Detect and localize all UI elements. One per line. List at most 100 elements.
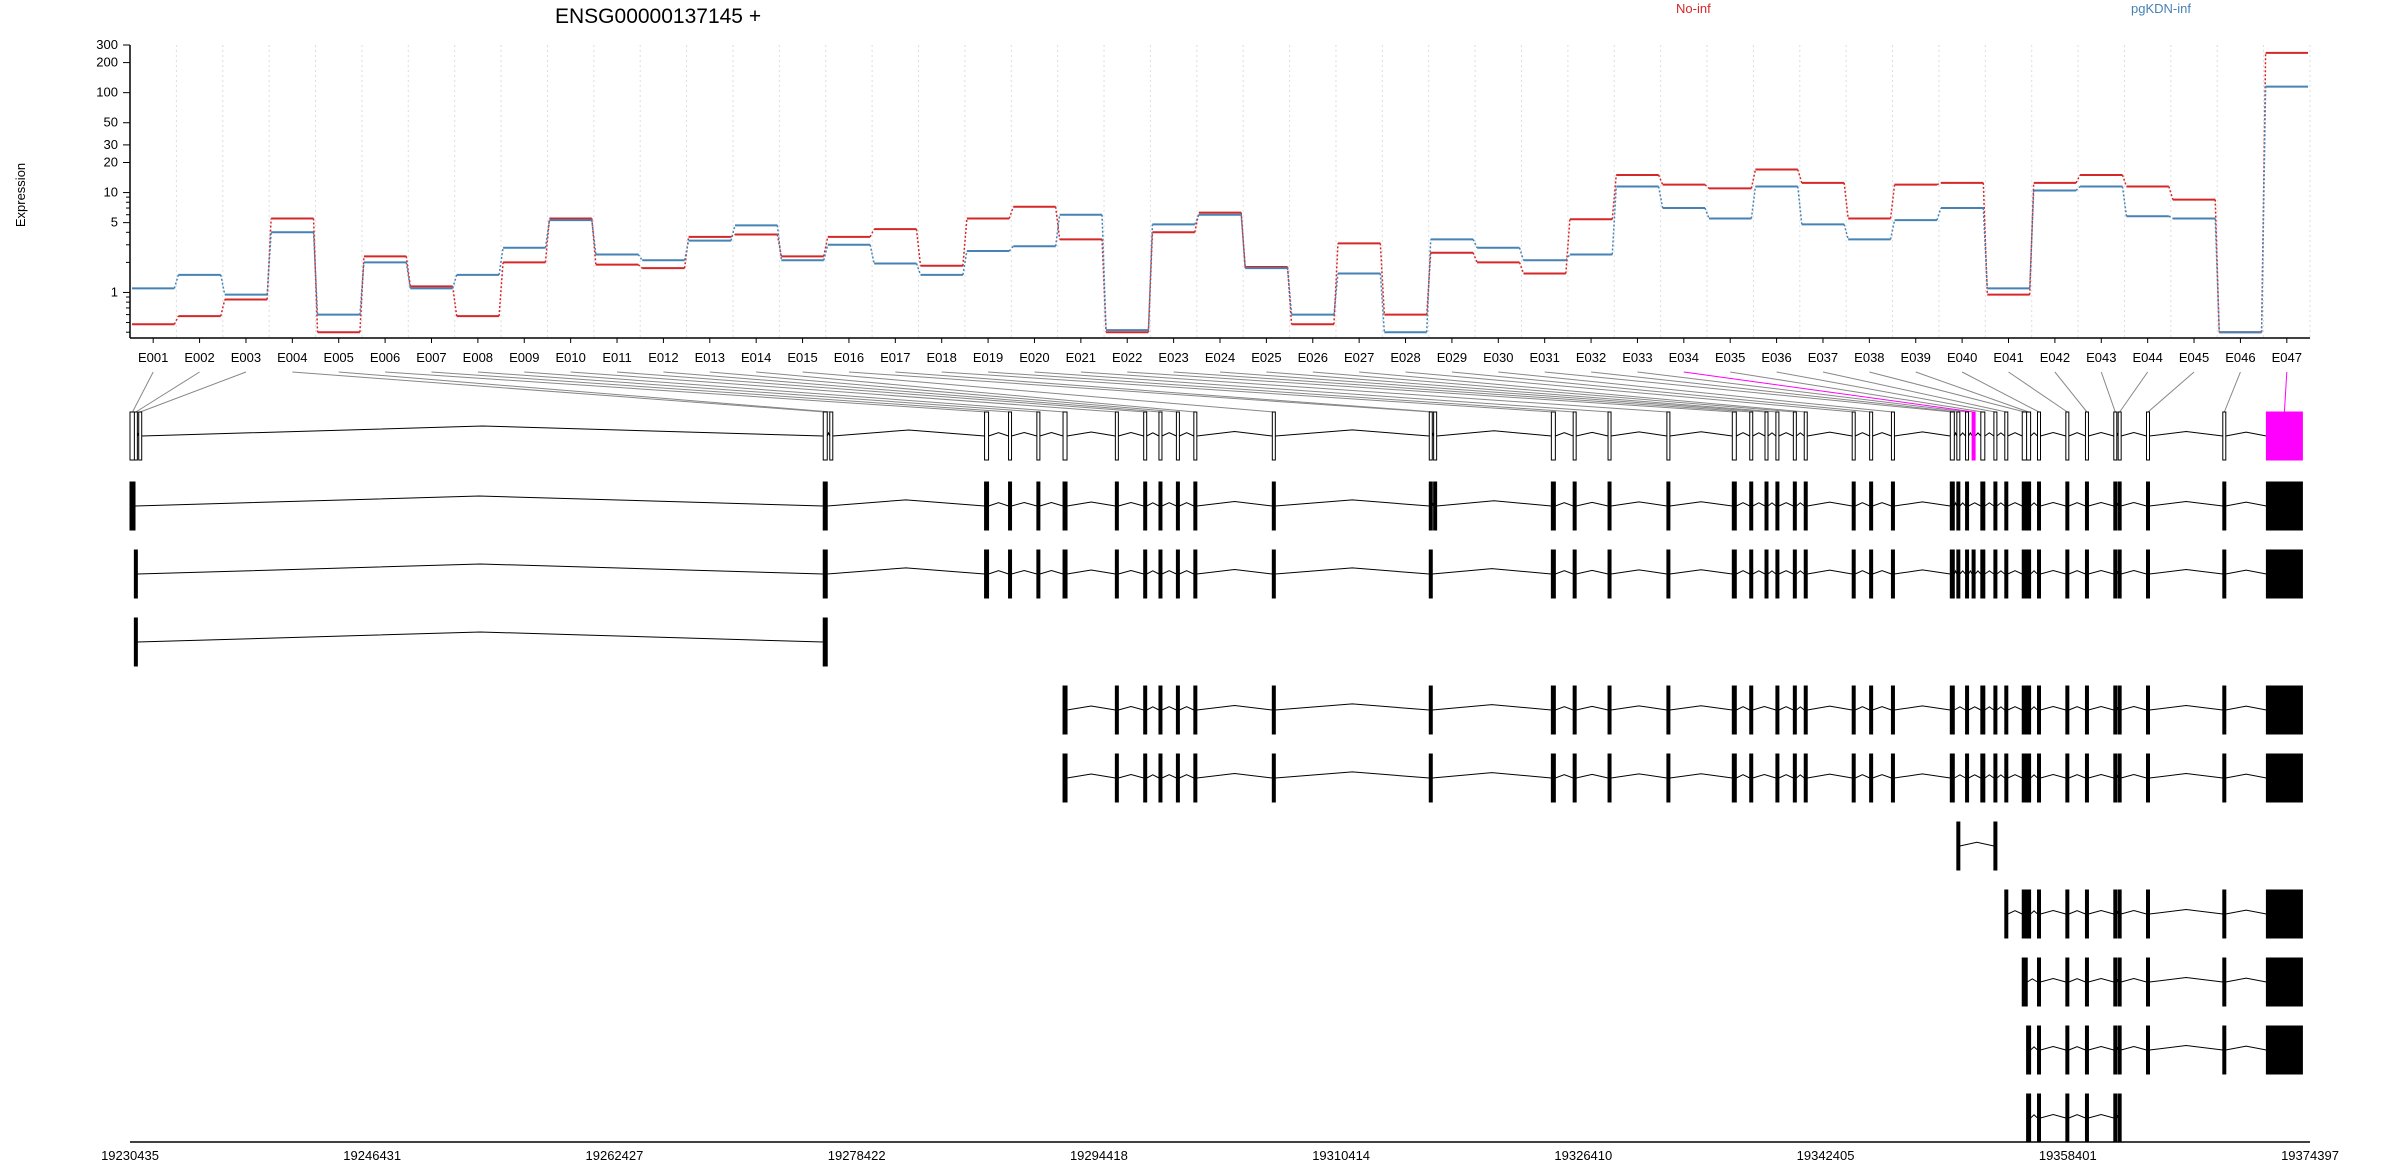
y-axis: 1 5 10 20 30 50 100 200 300 bbox=[96, 37, 2310, 339]
expression-connector bbox=[1333, 243, 1339, 325]
intron-line bbox=[1796, 432, 1805, 437]
exon-label: E029 bbox=[1437, 350, 1467, 365]
exon-block bbox=[1572, 549, 1577, 599]
intron-line bbox=[2030, 706, 2038, 711]
exon-label: E012 bbox=[648, 350, 678, 365]
intron-line bbox=[1736, 774, 1750, 779]
expression-connector bbox=[266, 232, 272, 295]
intron-line bbox=[2030, 1114, 2038, 1119]
expression-connector bbox=[1008, 245, 1014, 252]
intron-line bbox=[1778, 432, 1794, 437]
exon-block bbox=[2222, 889, 2227, 939]
intron-line bbox=[2030, 432, 2038, 437]
exon-block bbox=[1114, 481, 1119, 531]
legend-no-inf: No-inf bbox=[1676, 1, 1711, 16]
exon-block bbox=[1764, 549, 1769, 599]
exon-label: E028 bbox=[1390, 350, 1420, 365]
exon-block bbox=[1271, 481, 1276, 531]
expression-connector bbox=[1750, 169, 1757, 189]
exon-block bbox=[1803, 685, 1808, 735]
intron-line bbox=[1767, 502, 1777, 507]
intron-line bbox=[2040, 773, 2066, 779]
intron-line bbox=[1610, 773, 1667, 779]
intron-line bbox=[1996, 432, 2006, 437]
exon-block bbox=[2265, 481, 2303, 531]
intron-line bbox=[1807, 773, 1853, 779]
exon-block bbox=[129, 481, 136, 531]
exon-block bbox=[1890, 549, 1895, 599]
intron-line bbox=[1807, 569, 1853, 575]
exon-block bbox=[2146, 1025, 2150, 1075]
intron-line bbox=[1066, 431, 1116, 437]
exon-block bbox=[1965, 685, 1970, 735]
exon-block bbox=[1158, 685, 1163, 735]
exon-block bbox=[1008, 549, 1013, 599]
intron-line bbox=[1984, 432, 1995, 437]
intron-line bbox=[1872, 502, 1892, 507]
coordinate-tick-label: 19294418 bbox=[1070, 1148, 1128, 1163]
exon-connector bbox=[1312, 371, 1795, 413]
exon-label: E040 bbox=[1947, 350, 1977, 365]
expression-connector bbox=[869, 244, 875, 264]
exon-block bbox=[1980, 481, 1986, 531]
exon-block bbox=[2004, 889, 2009, 939]
exon-block bbox=[2265, 753, 2303, 803]
exon-block bbox=[2117, 753, 2122, 803]
exon-label: E039 bbox=[1901, 350, 1931, 365]
intron-line bbox=[1872, 432, 1892, 437]
expression-connector bbox=[1194, 214, 1200, 225]
intron-line bbox=[2040, 1045, 2066, 1051]
exon-block bbox=[2065, 411, 2070, 461]
intron-line bbox=[1968, 774, 1982, 779]
exon-block bbox=[1731, 549, 1737, 599]
exon-block bbox=[1775, 753, 1780, 803]
intron-line bbox=[2068, 502, 2086, 507]
exon-connector bbox=[1730, 371, 1983, 413]
expression-connector bbox=[1472, 239, 1478, 249]
exon-connector bbox=[1080, 371, 1669, 413]
exon-block bbox=[1775, 549, 1780, 599]
y-tick-label: 200 bbox=[96, 55, 118, 70]
intron-line bbox=[1432, 704, 1552, 711]
exon-block bbox=[1607, 549, 1612, 599]
exon-block bbox=[2037, 753, 2041, 803]
intron-line bbox=[1767, 432, 1777, 437]
expression-connector bbox=[1565, 254, 1571, 261]
exon-block bbox=[1869, 685, 1874, 735]
genomic-coordinate-axis: 19230435 19246431 19262427 19278422 19294418… bbox=[101, 1141, 2339, 1163]
exon-block bbox=[1890, 685, 1895, 735]
exon-block bbox=[2037, 481, 2041, 531]
expression-connector bbox=[2028, 182, 2035, 295]
exon-label: E033 bbox=[1622, 350, 1652, 365]
exon-block bbox=[2265, 1025, 2303, 1075]
exon-block bbox=[1764, 411, 1769, 461]
exon-block bbox=[1851, 549, 1856, 599]
intron-line bbox=[1984, 502, 1995, 507]
intron-line bbox=[2121, 705, 2147, 711]
exon-block bbox=[2037, 957, 2041, 1007]
expression-connector bbox=[1889, 219, 1896, 240]
exon-block bbox=[984, 481, 990, 531]
intron-line bbox=[2225, 705, 2267, 711]
expression-connector bbox=[1704, 207, 1710, 219]
intron-line bbox=[1974, 432, 1982, 437]
exon-block bbox=[1271, 411, 1276, 461]
intron-line bbox=[2040, 909, 2066, 915]
y-tick-label: 5 bbox=[111, 215, 118, 230]
exon-connector bbox=[1869, 371, 2025, 413]
expression-connector bbox=[1657, 186, 1664, 209]
intron-line bbox=[2068, 706, 2086, 711]
intron-line bbox=[1610, 705, 1667, 711]
exon-block bbox=[1965, 549, 1970, 599]
exon-connectors bbox=[132, 371, 2288, 413]
intron-line bbox=[1275, 429, 1430, 437]
expression-connector bbox=[1843, 182, 1849, 219]
exon-connector bbox=[1591, 371, 1959, 413]
intron-line bbox=[1179, 706, 1195, 711]
exon-block bbox=[2146, 685, 2150, 735]
exon-label: E027 bbox=[1344, 350, 1374, 365]
exon-block bbox=[1572, 411, 1577, 461]
exon-block bbox=[1792, 411, 1797, 461]
legend-pgkdn-inf: pgKDN-inf bbox=[2131, 1, 2191, 16]
y-tick-label: 300 bbox=[96, 37, 118, 52]
